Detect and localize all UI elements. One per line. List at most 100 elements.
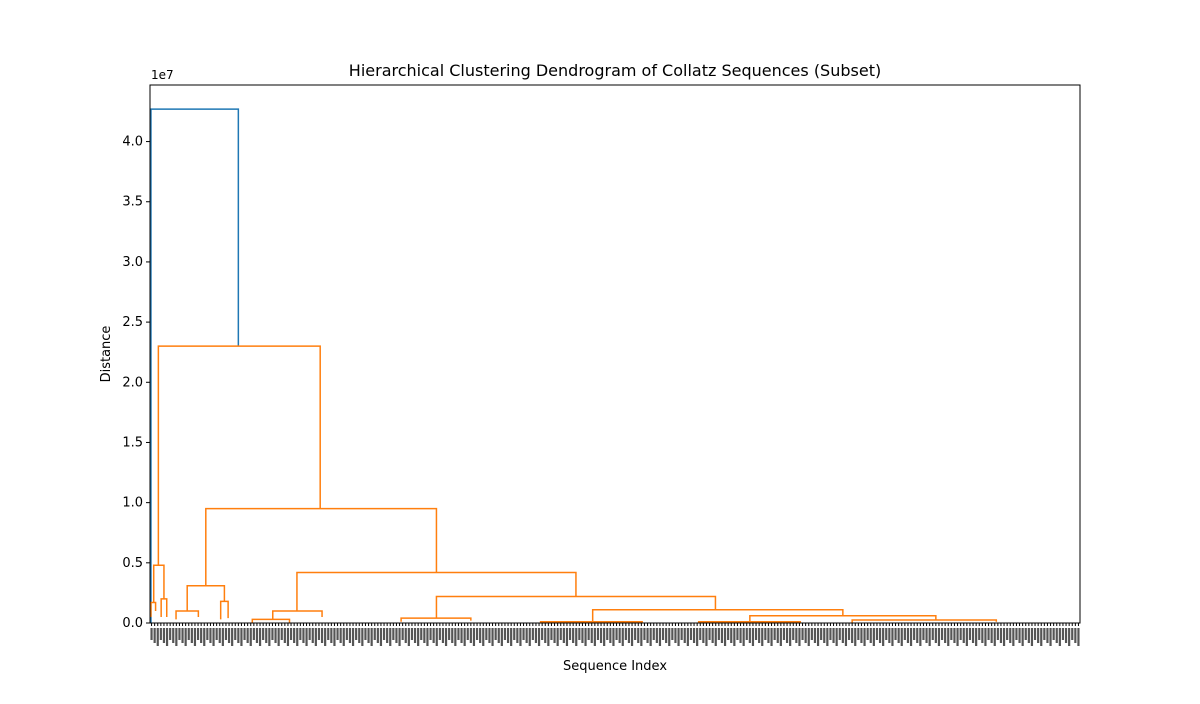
- leaf-label-mark: [652, 628, 655, 640]
- y-tick-group: 0.0 0.5 1.0 1.5 2.0 2.5 3.0 3.5 4.0: [122, 135, 150, 631]
- leaf-label-mark: [370, 628, 373, 646]
- leaf-label-mark: [227, 628, 231, 643]
- leaf-label-mark: [643, 628, 646, 640]
- leaf-label-mark: [333, 628, 336, 646]
- leaf-label-mark: [826, 628, 829, 646]
- leaf-label-mark: [745, 628, 748, 640]
- leaf-label-mark: [159, 628, 162, 640]
- leaf-label-mark: [634, 628, 637, 640]
- leaf-label-mark: [637, 628, 640, 643]
- leaf-label-mark: [733, 628, 736, 646]
- leaf-label-mark: [813, 628, 817, 643]
- leaf-label-mark: [916, 628, 919, 643]
- leaf-label-mark: [255, 628, 259, 643]
- leaf-label-mark: [593, 628, 596, 646]
- leaf-label-mark: [649, 628, 652, 646]
- y-tick-label: 0.0: [122, 616, 143, 631]
- leaf-label-mark: [252, 628, 255, 640]
- leaf-label-mark: [206, 628, 209, 640]
- cluster-merge-link: [296, 571, 577, 611]
- leaf-label-mark: [909, 628, 913, 646]
- leaf-label-mark: [1071, 628, 1074, 640]
- leaf-label-mark: [1058, 628, 1061, 646]
- leaf-label-mark: [686, 628, 689, 646]
- leaf-label-mark: [996, 628, 999, 640]
- leaf-label-mark: [348, 628, 352, 643]
- leaf-label-mark: [510, 628, 513, 646]
- leaf-label-mark: [792, 628, 795, 640]
- leaf-label-mark: [265, 628, 268, 643]
- leaf-label-mark: [785, 628, 789, 643]
- leaf-label-mark: [212, 628, 215, 646]
- leaf-label-mark: [556, 628, 559, 646]
- leaf-label-mark: [962, 628, 965, 643]
- leaf-label-mark: [364, 628, 367, 640]
- leaf-label-mark: [692, 628, 696, 643]
- leaf-label-mark: [847, 628, 851, 640]
- leaf-label-mark: [680, 628, 683, 640]
- leaf-label-mark: [903, 628, 906, 640]
- leaf-label-mark: [816, 628, 820, 646]
- leaf-label-mark: [296, 628, 299, 646]
- leaf-label-mark: [1021, 628, 1024, 646]
- leaf-label-mark: [336, 628, 339, 640]
- leaf-label-mark: [516, 628, 519, 643]
- leaf-label-mark: [776, 628, 779, 643]
- leaf-label-mark: [237, 628, 240, 643]
- leaf-label-mark: [299, 628, 302, 640]
- leaf-label-mark: [324, 628, 327, 646]
- leaf-label-mark: [417, 628, 420, 646]
- leaf-label-mark: [913, 628, 916, 640]
- leaf-label-mark: [844, 628, 848, 646]
- leaf-label-mark: [795, 628, 798, 643]
- chart-title: Hierarchical Clustering Dendrogram of Co…: [349, 61, 881, 80]
- leaf-label-mark: [234, 628, 237, 640]
- cluster-merge-link: [157, 345, 321, 566]
- cluster-merge-link: [152, 564, 165, 603]
- leaf-label-mark: [305, 628, 308, 646]
- leaf-label-mark: [761, 628, 764, 646]
- leaf-label-mark: [562, 628, 565, 643]
- leaf-label-mark: [330, 628, 333, 643]
- leaf-label-mark: [937, 628, 941, 646]
- leaf-label-mark: [829, 628, 832, 640]
- leaf-label-mark: [1074, 628, 1077, 643]
- leaf-label-mark: [832, 628, 835, 643]
- leaf-label-mark: [193, 628, 197, 646]
- leaf-label-mark: [457, 628, 460, 640]
- cluster-merge-link: [435, 595, 717, 619]
- cluster-merge-link: [205, 507, 438, 586]
- leaf-label-mark: [1061, 628, 1065, 640]
- leaf-label-mark: [572, 628, 575, 643]
- leaf-label-mark: [407, 628, 410, 646]
- leaf-label-mark: [491, 628, 494, 646]
- leaf-label-mark: [286, 628, 290, 646]
- y-tick-label: 2.0: [122, 375, 143, 390]
- leaf-label-mark: [730, 628, 733, 643]
- leaf-label-mark: [900, 628, 903, 646]
- leaf-label-mark: [975, 628, 978, 646]
- y-tick-label: 1.5: [122, 435, 143, 450]
- leaf-label-mark: [810, 628, 813, 640]
- leaf-label-mark: [689, 628, 693, 640]
- leaf-label-mark: [606, 628, 609, 640]
- leaf-label-mark: [559, 628, 562, 640]
- leaf-label-mark: [782, 628, 786, 640]
- leaf-label-mark: [1033, 628, 1037, 640]
- leaf-label-mark: [987, 628, 990, 640]
- leaf-label-mark: [262, 628, 265, 640]
- leaf-label-mark: [435, 628, 438, 646]
- leaf-label-mark: [243, 628, 246, 640]
- leaf-label-mark: [956, 628, 959, 646]
- leaf-label-mark: [1024, 628, 1027, 640]
- leaf-label-mark: [203, 628, 206, 646]
- leaf-label-mark: [702, 628, 705, 643]
- leaf-label-mark: [1055, 628, 1058, 643]
- leaf-label-mark: [1077, 628, 1080, 646]
- leaf-label-mark: [993, 628, 996, 646]
- leaf-label-mark: [1002, 628, 1006, 646]
- leaf-label-mark: [218, 628, 221, 643]
- leaf-label-mark: [479, 628, 482, 643]
- leaf-label-mark: [441, 628, 445, 643]
- leaf-label-mark: [891, 628, 894, 646]
